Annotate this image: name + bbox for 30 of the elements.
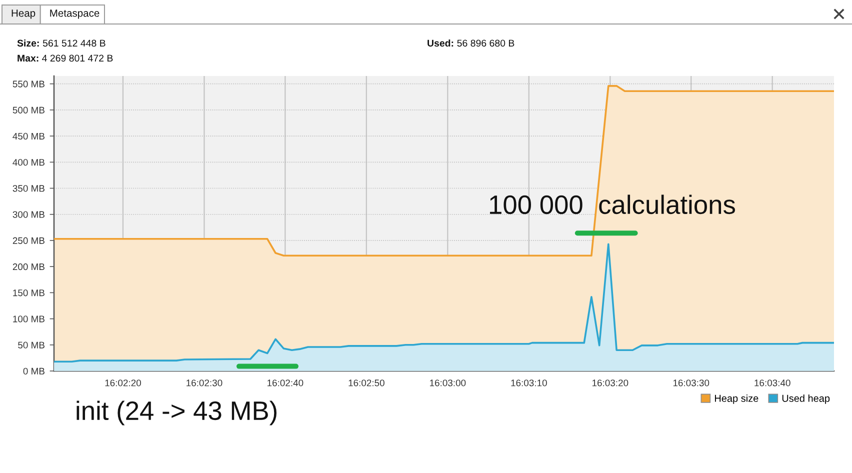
y-tick-label: 200 MB: [12, 263, 44, 270]
y-tick-label: 250 MB: [12, 237, 44, 244]
x-tick-label: 16:03:20: [592, 380, 628, 386]
x-tick-label: 16:03:40: [754, 380, 790, 386]
x-tick-label: 16:02:50: [348, 380, 384, 386]
text: Max: 4 269 801 472 B: [18, 54, 113, 62]
x-tick-label: 16:02:40: [268, 380, 304, 386]
x-tick-label: 16:03:00: [430, 380, 466, 386]
x-tick-label: 16:03:10: [511, 380, 547, 386]
y-tick-label: 50 MB: [18, 342, 44, 348]
y-tick-label: 550 MB: [12, 80, 44, 88]
text: Size: 561 512 448 B: [17, 39, 106, 47]
y-tick-label: 500 MB: [12, 106, 44, 114]
x-tick-label: 16:03:30: [673, 380, 710, 386]
x-tick-label: 16:02:30: [186, 380, 222, 386]
text: Heap: [12, 10, 36, 19]
text: Used: 56 896 680 B: [428, 39, 514, 47]
y-tick-label: 450 MB: [12, 132, 44, 140]
y-tick-label: 0 MB: [23, 368, 44, 375]
y-tick-label: 400 MB: [12, 158, 44, 166]
legend-label: Heap size: [714, 394, 758, 404]
y-tick-label: 300 MB: [12, 211, 44, 218]
y-tick-label: 100 MB: [13, 316, 44, 322]
y-tick-label: 350 MB: [12, 185, 44, 192]
text: init (24 -> 43 MB): [76, 400, 276, 426]
annotation: 100 000 calculations: [490, 194, 735, 214]
text: Metaspace: [50, 10, 100, 19]
x-tick-label: 16:02:20: [105, 380, 141, 386]
y-tick-label: 150 MB: [13, 290, 44, 296]
legend-label: Used heap: [782, 394, 830, 404]
